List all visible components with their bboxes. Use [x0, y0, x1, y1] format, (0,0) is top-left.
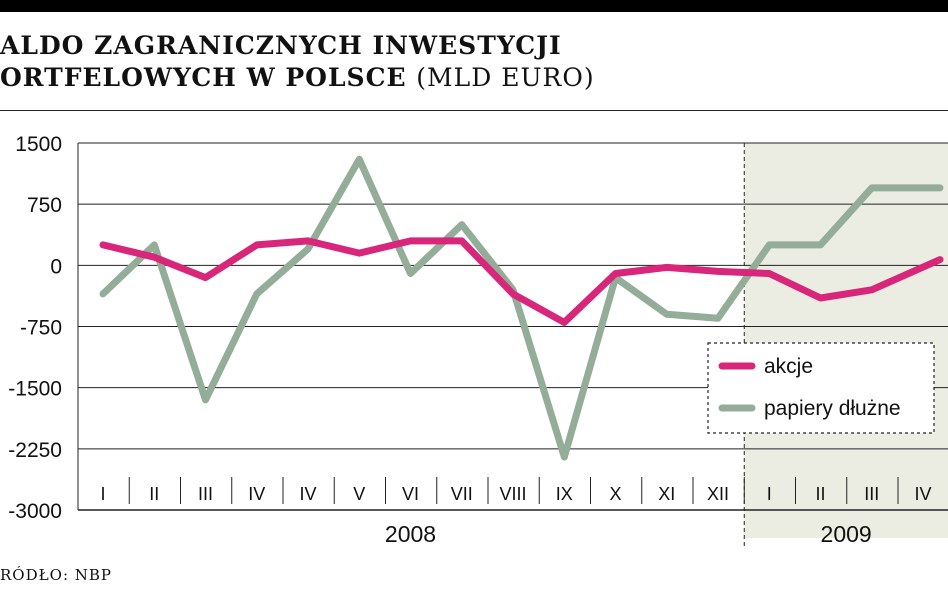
y-tick-label: 750 — [27, 194, 62, 217]
data-point — [460, 223, 463, 226]
x-tick-label: IV — [248, 484, 265, 504]
top-bar — [0, 0, 948, 12]
data-point — [204, 276, 207, 279]
data-point — [939, 186, 941, 189]
source-note: RÓDŁO: NBP — [0, 566, 113, 584]
data-point — [204, 398, 207, 401]
data-point — [870, 186, 873, 189]
data-point — [307, 239, 309, 242]
y-tick-label: -1500 — [8, 378, 62, 401]
y-tick-label: -2250 — [8, 439, 62, 462]
x-tick-label: I — [767, 484, 772, 504]
x-tick-label: IV — [914, 484, 931, 504]
x-tick-label: II — [149, 484, 159, 504]
data-point — [870, 288, 873, 291]
data-point — [409, 272, 412, 275]
data-point — [255, 292, 258, 295]
legend-label: papiery dłużne — [764, 397, 901, 420]
data-point — [255, 243, 258, 246]
data-point — [563, 321, 566, 324]
x-tick-label: III — [864, 484, 879, 504]
year-label: 2009 — [821, 521, 872, 547]
x-tick-label: VII — [451, 484, 473, 504]
data-point — [614, 272, 617, 275]
x-tick-label: X — [609, 484, 621, 504]
x-tick-label: IX — [556, 484, 573, 504]
data-point — [665, 313, 668, 316]
data-point — [153, 243, 156, 246]
data-point — [409, 239, 412, 242]
x-tick-label: VIII — [499, 484, 526, 504]
title-line-1: ALDO ZAGRANICZNYCH INWESTYCJI — [0, 31, 562, 60]
data-point — [939, 258, 941, 261]
data-point — [819, 296, 822, 299]
x-tick-label: VI — [402, 484, 419, 504]
legend-label: akcje — [764, 355, 813, 378]
data-point — [102, 243, 104, 246]
x-tick-label: IV — [299, 484, 316, 504]
data-point — [153, 256, 156, 259]
x-tick-label: I — [100, 484, 105, 504]
x-tick-label: XII — [707, 484, 729, 504]
y-tick-label: -750 — [20, 317, 62, 340]
data-point — [768, 243, 771, 246]
data-point — [102, 292, 104, 295]
year-label: 2008 — [385, 521, 436, 547]
data-point — [358, 158, 361, 161]
shaded-region-2009 — [744, 143, 948, 538]
x-tick-label: XI — [658, 484, 675, 504]
y-tick-label: 0 — [50, 255, 62, 278]
legend-box — [707, 342, 935, 434]
data-point — [512, 292, 514, 295]
data-point — [768, 272, 771, 275]
data-point — [358, 252, 361, 255]
data-point — [563, 455, 566, 458]
data-point — [717, 317, 719, 320]
title-line-2-text: ORTFELOWYCH W POLSCE — [0, 63, 407, 92]
data-point — [717, 270, 719, 273]
title-unit: (MLD EURO) — [416, 63, 595, 92]
x-tick-label: III — [198, 484, 213, 504]
data-point — [665, 266, 668, 269]
data-point — [307, 248, 309, 251]
title-line-2: ORTFELOWYCH W POLSCE (MLD EURO) — [0, 62, 595, 94]
y-tick-label: -3000 — [8, 500, 62, 523]
x-tick-label: V — [353, 484, 365, 504]
title-rule — [0, 110, 948, 111]
chart-title: ALDO ZAGRANICZNYCH INWESTYCJI ORTFELOWYC… — [0, 30, 595, 94]
y-tick-label: 1500 — [15, 133, 62, 156]
data-point — [460, 239, 463, 242]
x-tick-label: II — [815, 484, 825, 504]
data-point — [819, 243, 822, 246]
